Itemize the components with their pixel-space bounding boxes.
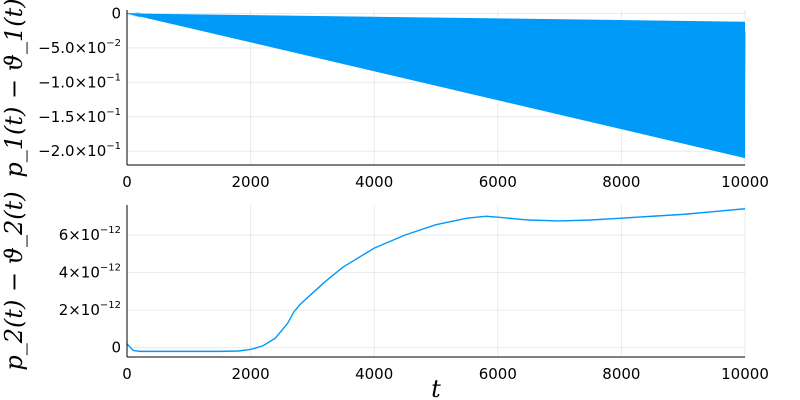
y-tick-label: −1.0×10−1 bbox=[38, 72, 121, 91]
x-tick-label: 6000 bbox=[479, 365, 517, 383]
x-tick-label: 0 bbox=[122, 173, 132, 191]
bottom-panel: 0 2000 4000 6000 8000 10000 0 2×10−12 4×10−12 6×1… bbox=[0, 191, 769, 400]
y-tick-label: 6×10−12 bbox=[59, 225, 121, 244]
x-tick-label: 10000 bbox=[721, 173, 769, 191]
x-tick-label: 4000 bbox=[355, 365, 393, 383]
x-tick-label: 8000 bbox=[602, 365, 640, 383]
y-axis-label: p_1(t) − ϑ_1(t) bbox=[0, 0, 28, 178]
y-tick-label: −2.0×10−1 bbox=[38, 141, 121, 160]
series-line bbox=[126, 208, 746, 353]
x-axis-label: t bbox=[431, 375, 441, 400]
x-tick-label: 2000 bbox=[232, 365, 270, 383]
x-tick-label: 2000 bbox=[232, 173, 270, 191]
y-axis-label: p_2(t) − ϑ_2(t) bbox=[0, 191, 28, 370]
series-band bbox=[127, 13, 745, 159]
top-panel: 0 2000 4000 6000 8000 10000 0 −5.0×10−2 −1.0×10−… bbox=[0, 0, 769, 191]
x-tick-label: 6000 bbox=[479, 173, 517, 191]
y-tick-label: −5.0×10−2 bbox=[38, 38, 121, 57]
x-tick-label: 0 bbox=[122, 365, 132, 383]
x-tick-label: 4000 bbox=[355, 173, 393, 191]
y-tick-label: 2×10−12 bbox=[59, 300, 121, 319]
y-tick-label: −1.5×10−1 bbox=[38, 107, 121, 126]
series-line bbox=[126, 11, 746, 157]
x-tick-label: 10000 bbox=[721, 365, 769, 383]
x-tick-label: 8000 bbox=[602, 173, 640, 191]
y-tick-label: 0 bbox=[111, 4, 121, 22]
y-tick-label: 4×10−12 bbox=[59, 263, 121, 282]
y-tick-label: 0 bbox=[111, 339, 121, 357]
